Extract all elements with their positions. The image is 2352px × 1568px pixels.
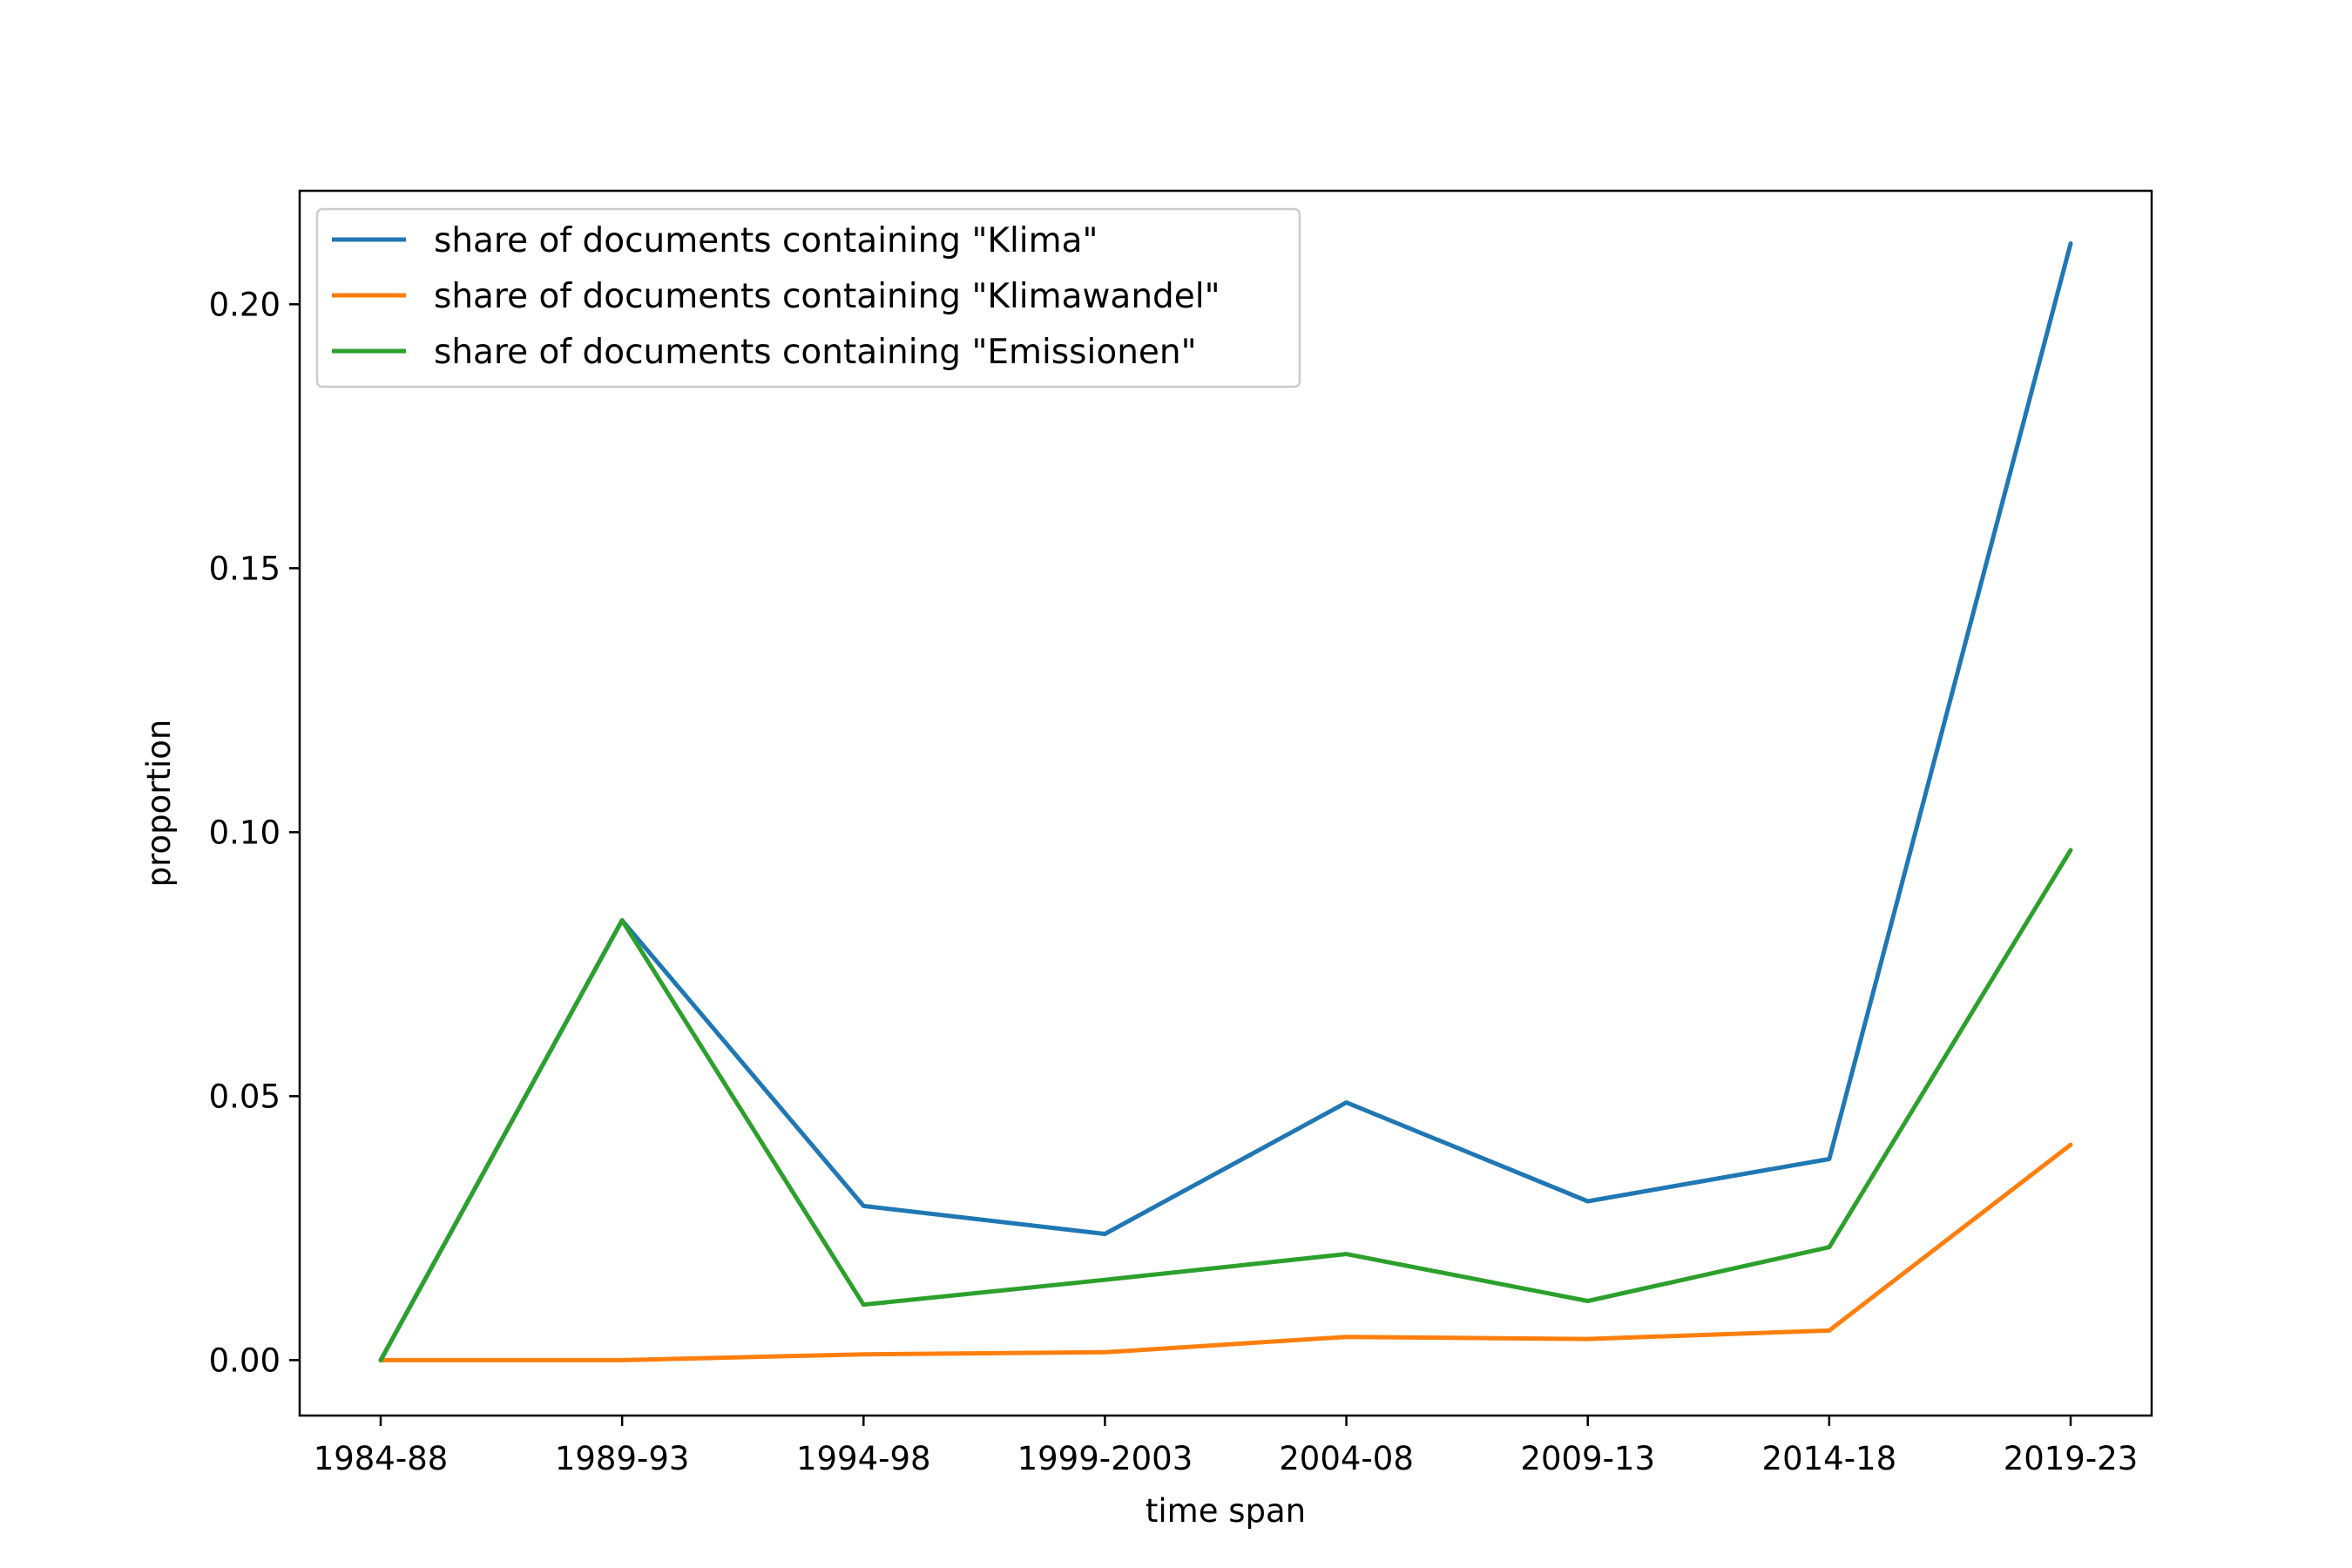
legend-entry-label: share of documents containing "Klimawand… (434, 277, 1220, 316)
series-line-1 (378, 241, 2073, 1362)
plot-area-frame (298, 189, 2153, 1417)
series-layer (378, 241, 2073, 1362)
legend-box (315, 207, 1301, 389)
legend-entry-label: share of documents containing "Klima" (434, 221, 1098, 260)
x-tick-label: 1999-2003 (1017, 1440, 1193, 1477)
series-line-2 (378, 1142, 2073, 1362)
legend: share of documents containing "Klima" sha… (315, 207, 1301, 389)
x-tick-label: 1989-93 (555, 1440, 690, 1477)
y-tick-label: 0.00 (209, 1342, 280, 1379)
x-tick-label: 2019-23 (2004, 1440, 2139, 1477)
x-tick-label: 2009-13 (1520, 1440, 1655, 1477)
y-tick-label: 0.20 (209, 286, 280, 323)
x-tick-label: 2004-08 (1279, 1440, 1414, 1477)
y-axis-ticks: 0.00 0.05 0.10 0.15 0.20 (209, 286, 300, 1379)
y-tick-label: 0.10 (209, 814, 280, 851)
x-axis-label: time span (1146, 1492, 1306, 1530)
x-tick-label: 1984-88 (314, 1440, 449, 1477)
y-tick-label: 0.05 (209, 1078, 280, 1115)
x-axis-ticks: 1984-88 1989-93 1994-98 1999-2003 2004-08 200… (314, 1416, 2139, 1477)
x-tick-label: 1994-98 (796, 1440, 931, 1477)
y-tick-label: 0.15 (209, 550, 280, 587)
y-axis-label: proportion (140, 720, 178, 888)
legend-entry-label: share of documents containing "Emissione… (434, 333, 1197, 372)
x-tick-label: 2014-18 (1762, 1440, 1897, 1477)
series-line-3 (378, 848, 2073, 1362)
